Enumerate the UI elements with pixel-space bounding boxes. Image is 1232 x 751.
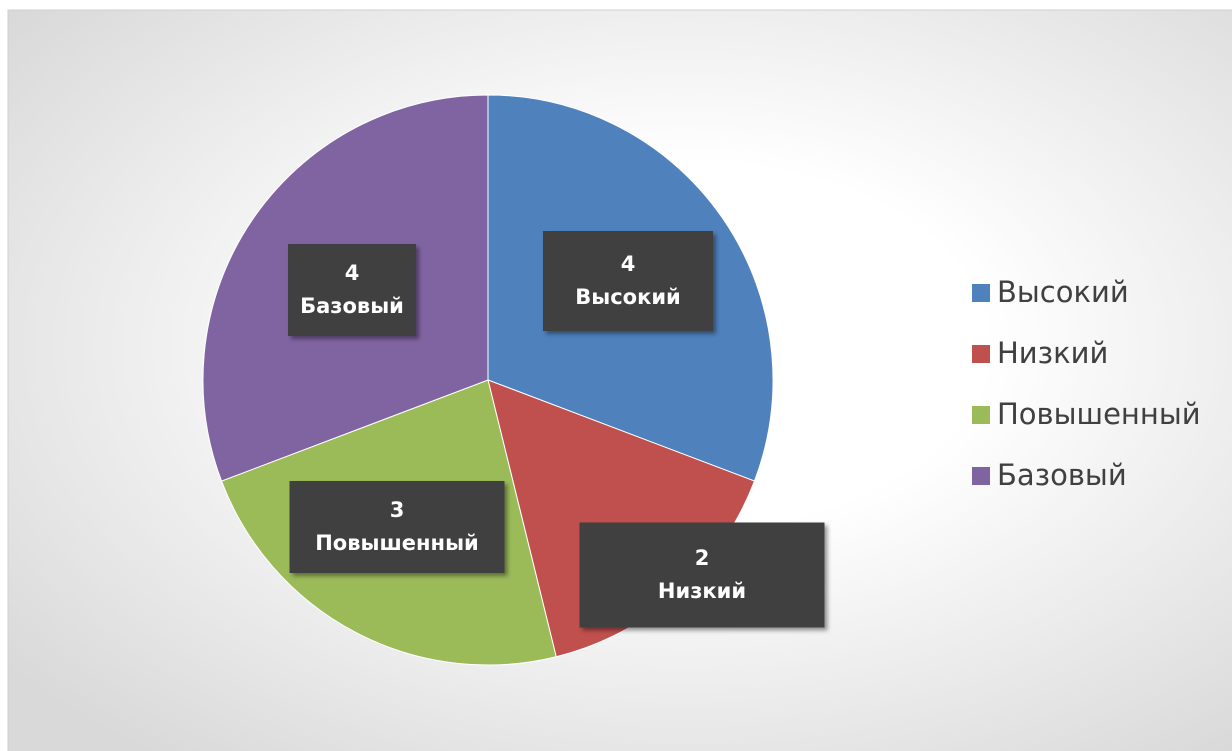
legend-swatch bbox=[972, 406, 990, 424]
data-label-value: 4 bbox=[345, 261, 360, 285]
data-label-box bbox=[289, 481, 505, 573]
legend-label: Высокий bbox=[997, 275, 1129, 309]
data-label-name: Повышенный bbox=[315, 531, 479, 555]
data-label-name: Низкий bbox=[658, 579, 746, 603]
legend-label: Низкий bbox=[997, 336, 1108, 370]
data-label-box bbox=[288, 244, 416, 336]
data-label-box bbox=[543, 231, 713, 331]
data-label-value: 3 bbox=[390, 498, 405, 522]
data-label-value: 2 bbox=[695, 546, 710, 570]
legend-swatch bbox=[972, 345, 990, 363]
legend-swatch bbox=[972, 284, 990, 302]
data-label-value: 4 bbox=[621, 252, 636, 276]
data-label-box bbox=[579, 522, 825, 628]
legend-label: Повышенный bbox=[997, 397, 1201, 431]
data-label-name: Базовый bbox=[300, 294, 404, 318]
legend-swatch bbox=[972, 467, 990, 485]
legend-label: Базовый bbox=[997, 458, 1127, 492]
data-label-name: Высокий bbox=[575, 285, 681, 309]
